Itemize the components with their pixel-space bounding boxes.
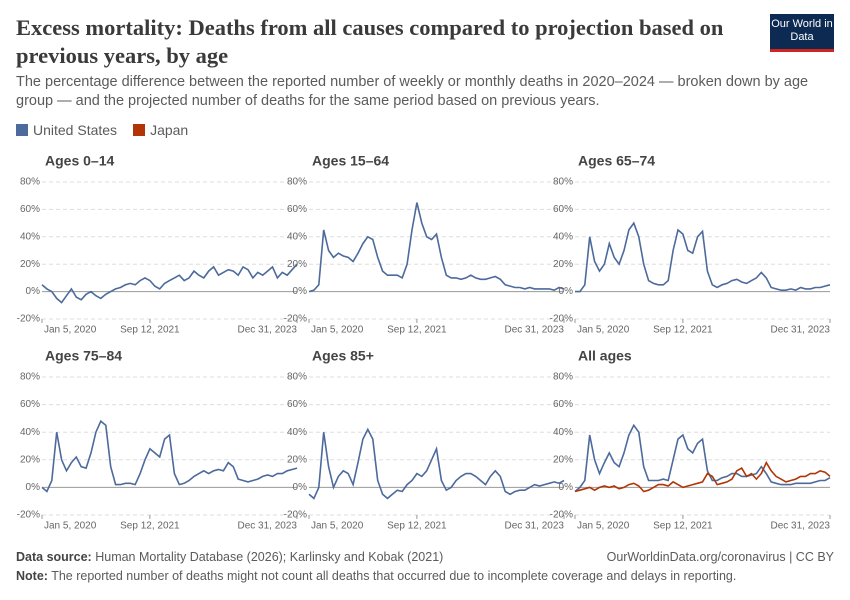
y-tick-label: 80%: [20, 372, 40, 383]
x-tick-label: Dec 31, 2023: [505, 325, 565, 336]
x-tick-label: Sep 12, 2021: [120, 325, 180, 336]
x-tick-label: Sep 12, 2021: [387, 325, 447, 336]
y-tick-label: 40%: [20, 231, 40, 242]
y-tick-label: 20%: [287, 259, 307, 270]
x-tick-label: Dec 31, 2023: [238, 325, 298, 336]
y-tick-label: 40%: [287, 231, 307, 242]
y-tick-label: 20%: [553, 454, 573, 465]
note-label: Note:: [16, 569, 48, 583]
x-tick-label: Dec 31, 2023: [505, 521, 565, 532]
x-tick-label: Jan 5, 2020: [577, 325, 630, 336]
y-tick-label: 60%: [287, 399, 307, 410]
legend-label: Japan: [150, 122, 189, 138]
y-tick-label: 60%: [553, 204, 573, 215]
y-tick-label: 80%: [553, 372, 573, 383]
source-text: Human Mortality Database (2026); Karlins…: [95, 550, 444, 564]
y-tick-label: 20%: [20, 454, 40, 465]
y-tick-label: -20%: [550, 510, 573, 521]
y-tick-label: 60%: [20, 399, 40, 410]
x-tick-label: Jan 5, 2020: [311, 521, 364, 532]
x-tick-label: Dec 31, 2023: [771, 521, 831, 532]
x-tick-label: Jan 5, 2020: [44, 325, 97, 336]
series-line: [41, 419, 298, 493]
y-tick-label: -20%: [284, 510, 307, 521]
y-tick-label: 60%: [20, 204, 40, 215]
y-tick-label: 20%: [553, 259, 573, 270]
chart-subtitle: The percentage difference between the re…: [16, 74, 809, 109]
x-tick-label: Jan 5, 2020: [44, 521, 97, 532]
series-line: [41, 263, 298, 304]
series-line: [574, 423, 831, 493]
series-line: [308, 427, 565, 500]
y-tick-label: 0%: [26, 286, 41, 297]
y-tick-label: 80%: [553, 177, 573, 188]
y-tick-label: 0%: [26, 482, 41, 493]
y-tick-label: 0%: [293, 482, 308, 493]
legend-item[interactable]: Japan: [133, 122, 188, 138]
x-tick-label: Sep 12, 2021: [120, 521, 180, 532]
y-tick-label: -20%: [550, 314, 573, 325]
y-tick-label: 40%: [553, 427, 573, 438]
y-tick-label: 40%: [287, 427, 307, 438]
legend-swatch: [133, 124, 146, 136]
y-tick-label: 40%: [20, 427, 40, 438]
note: Note: The reported number of deaths migh…: [16, 567, 834, 586]
y-tick-label: 60%: [287, 204, 307, 215]
legend: United States Japan: [16, 122, 188, 138]
panel-title: Ages 0–14: [45, 153, 114, 169]
panel-title: Ages 15–64: [312, 153, 389, 169]
x-tick-label: Dec 31, 2023: [238, 521, 298, 532]
y-tick-label: -20%: [284, 314, 307, 325]
y-tick-label: 60%: [553, 399, 573, 410]
source-label: Data source:: [16, 550, 92, 564]
chart-title: Excess mortality: Deaths from all causes…: [16, 15, 724, 68]
series-line: [575, 221, 831, 293]
series-line: [574, 460, 831, 493]
y-tick-label: 80%: [20, 177, 40, 188]
footer: Data source: Human Mortality Database (2…: [16, 548, 834, 586]
y-tick-label: 80%: [287, 372, 307, 383]
url[interactable]: OurWorldinData.org/coronavirus | CC BY: [606, 550, 834, 564]
logo[interactable]: Our World in Data: [770, 14, 834, 52]
y-tick-label: 0%: [559, 286, 574, 297]
y-tick-label: -20%: [17, 510, 40, 521]
chart: Ages 0–14 -20% 0% 20% 40% 60% 80% Jan 5, 2020 Se…: [17, 153, 831, 532]
y-tick-label: 40%: [553, 231, 573, 242]
panel-title: Ages 75–84: [45, 348, 122, 364]
x-tick-label: Sep 12, 2021: [653, 325, 713, 336]
y-tick-label: 20%: [287, 454, 307, 465]
y-tick-label: 0%: [559, 482, 574, 493]
legend-swatch: [16, 124, 28, 136]
series-line: [308, 202, 565, 293]
x-tick-label: Jan 5, 2020: [577, 521, 630, 532]
y-tick-label: 20%: [20, 259, 40, 270]
y-tick-label: 80%: [287, 177, 307, 188]
legend-label: United States: [33, 122, 118, 138]
source: Data source: Human Mortality Database (2…: [16, 548, 834, 567]
x-tick-label: Jan 5, 2020: [311, 325, 364, 336]
panel-title: Ages 65–74: [578, 153, 655, 169]
panel-title: Ages 85+: [312, 348, 374, 364]
y-tick-label: 0%: [293, 286, 308, 297]
panel-title: All ages: [578, 348, 632, 364]
note-text: The reported number of deaths might not …: [51, 569, 737, 583]
x-tick-label: Sep 12, 2021: [653, 521, 713, 532]
x-tick-label: Sep 12, 2021: [387, 521, 447, 532]
y-tick-label: -20%: [17, 314, 40, 325]
legend-item[interactable]: United States: [16, 122, 117, 138]
x-tick-label: Dec 31, 2023: [771, 325, 831, 336]
